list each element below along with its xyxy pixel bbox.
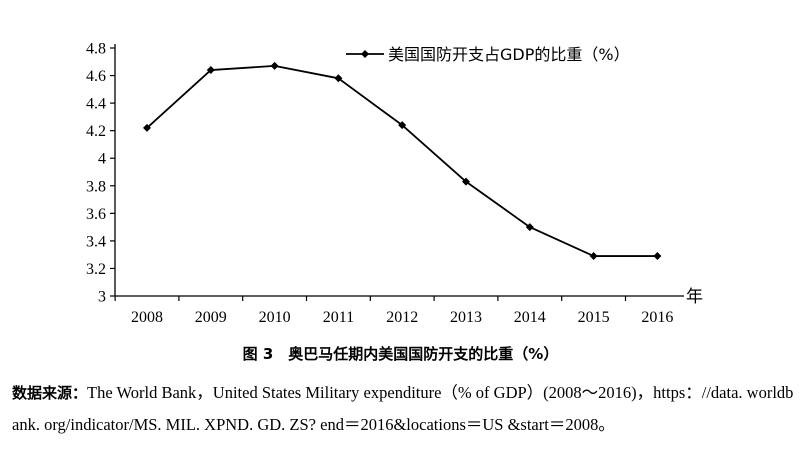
series-line xyxy=(146,65,658,257)
data-point xyxy=(525,223,534,232)
legend-label: 美国国防开支占GDP的比重（%） xyxy=(388,45,630,64)
y-axis-ticks: 3 3.2 3.4 3.6 3.8 4 4.2 4.4 4.6 4.8 xyxy=(86,41,115,306)
x-tick-label: 2014 xyxy=(514,309,546,326)
chart-legend: 美国国防开支占GDP的比重（%） xyxy=(346,45,630,64)
x-tick-label: 2009 xyxy=(195,309,227,326)
x-tick-label: 2010 xyxy=(259,309,291,326)
data-point xyxy=(589,252,598,261)
x-tick-label: 2011 xyxy=(323,309,354,326)
data-point xyxy=(398,121,407,130)
data-point xyxy=(206,66,215,75)
y-tick-label: 3 xyxy=(98,289,106,306)
y-tick-label: 4.2 xyxy=(86,123,106,140)
series-layer xyxy=(143,61,662,261)
y-tick-label: 4.8 xyxy=(86,41,106,58)
x-tick-label: 2008 xyxy=(131,309,163,326)
y-tick-label: 4 xyxy=(98,151,106,168)
data-point xyxy=(334,74,343,83)
y-tick-label: 3.6 xyxy=(86,206,106,223)
legend-marker xyxy=(361,50,369,58)
x-tick-label: 2016 xyxy=(641,309,673,326)
source-lead: 数据来源： xyxy=(12,384,88,402)
data-point xyxy=(462,177,470,186)
figure-caption: 图 3 奥巴马任期内美国国防开支的比重（%） xyxy=(242,345,559,363)
x-tick-label: 2012 xyxy=(386,309,418,326)
y-tick-label: 3.4 xyxy=(86,233,106,250)
data-point xyxy=(270,61,279,70)
x-axis-ticks: 2008 2009 2010 2011 2012 2013 2014 2015 2016 xyxy=(114,296,673,326)
data-point xyxy=(143,123,151,132)
y-tick-label: 3.8 xyxy=(86,178,106,195)
source-text: The World Bank，United States Military ex… xyxy=(12,383,794,434)
x-axis-title: 年 xyxy=(686,287,703,307)
chart-axes xyxy=(114,44,684,297)
data-point xyxy=(653,252,662,261)
y-tick-label: 4.4 xyxy=(86,96,106,113)
y-tick-label: 4.6 xyxy=(86,68,106,85)
x-tick-label: 2015 xyxy=(578,309,610,326)
y-tick-label: 3.2 xyxy=(86,261,106,278)
line-chart: 33.23.43.63.844.24.44.64.8 2008 2009 2010 2… xyxy=(86,41,703,327)
x-tick-label: 2013 xyxy=(450,309,482,326)
figure-source: 数据来源：The World Bank，United States Milita… xyxy=(12,377,797,440)
